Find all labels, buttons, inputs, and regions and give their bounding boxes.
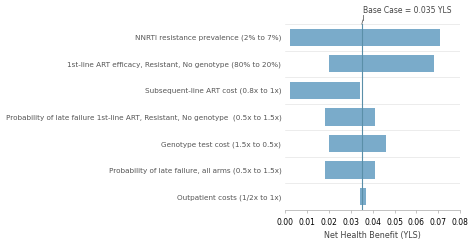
Bar (290, 29, 440, 46)
Bar (325, 161, 375, 179)
Bar (329, 135, 386, 152)
X-axis label: Net Health Benefit (YLS): Net Health Benefit (YLS) (324, 231, 421, 240)
Bar (360, 188, 366, 205)
Bar (290, 82, 360, 99)
Text: Base Case = 0.035 YLS: Base Case = 0.035 YLS (363, 6, 451, 15)
Bar (325, 108, 375, 126)
Bar (329, 55, 434, 73)
